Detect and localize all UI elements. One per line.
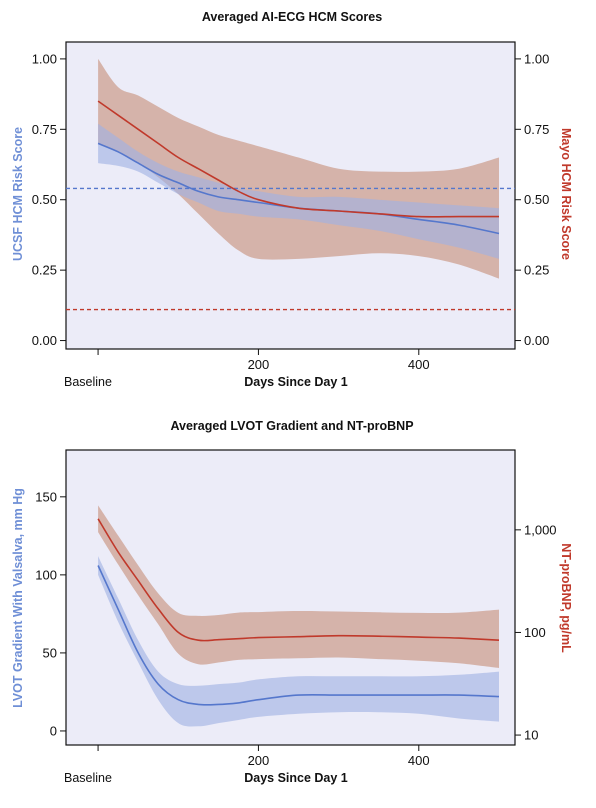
x-axis-label: Days Since Day 1 [244,375,348,389]
right-tick-label: 0.25 [524,263,549,278]
left-tick-label: 0.75 [32,122,57,137]
x-baseline-label: Baseline [64,375,112,389]
chart-title: Averaged LVOT Gradient and NT-proBNP [170,419,413,433]
left-tick-label: 0.25 [32,263,57,278]
y-axis-label-right: NT-proBNP, pg/mL [559,543,573,653]
left-series-line [97,565,500,706]
series-lines [97,518,500,706]
left-axis-ticks: 0.00 0.25 0.50 0.75 1.00 [32,51,66,348]
right-tick-label: 10 [524,728,538,743]
right-series-line [97,518,500,642]
left-axis-ticks: 0 50 100 150 [35,489,66,738]
series-lines [97,100,500,235]
y-axis-label-right: Mayo HCM Risk Score [559,128,573,260]
x-tick-label: 400 [408,357,430,372]
right-tick-label: 100 [524,625,546,640]
y-axis-label-left: LVOT Gradient With Valsalva, mm Hg [11,488,25,708]
right-series-band [98,505,499,668]
left-tick-label: 0.50 [32,192,57,207]
x-tick-label: 400 [408,753,430,768]
left-tick-label: 100 [35,567,57,582]
chart-title: Averaged AI-ECG HCM Scores [202,10,382,24]
x-baseline-label: Baseline [64,771,112,785]
left-series-band [98,556,499,727]
reference-lines [66,187,515,311]
right-tick-label: 0.50 [524,192,549,207]
right-tick-label: 0.75 [524,122,549,137]
left-tick-label: 50 [43,645,57,660]
right-axis-ticks: 10 100 1,000 [515,522,557,743]
left-series-line [97,142,500,235]
right-tick-label: 1,000 [524,522,557,537]
x-tick-label: 200 [248,753,270,768]
left-tick-label: 150 [35,489,57,504]
right-axis-ticks: 0.00 0.25 0.50 0.75 1.00 [515,51,549,348]
x-tick-label: 200 [248,357,270,372]
left-series-band [98,123,499,259]
confidence-bands [98,505,499,727]
x-axis-label: Days Since Day 1 [244,771,348,785]
confidence-bands [98,58,499,279]
ai-ecg-chart: Averaged AI-ECG HCM Scores 200 400 0.000.… [11,10,573,389]
left-tick-label: 1.00 [32,51,57,66]
right-tick-label: 1.00 [524,51,549,66]
right-tick-label: 0.00 [524,333,549,348]
left-tick-label: 0 [50,723,57,738]
x-axis-ticks: 200 400 [97,349,430,372]
y-axis-label-left: UCSF HCM Risk Score [11,127,25,261]
x-axis-ticks: 200 400 [97,745,430,768]
right-series-line [97,100,499,218]
lvot-ntprobnp-chart: Averaged LVOT Gradient and NT-proBNP 200… [11,419,573,785]
left-tick-label: 0.00 [32,333,57,348]
